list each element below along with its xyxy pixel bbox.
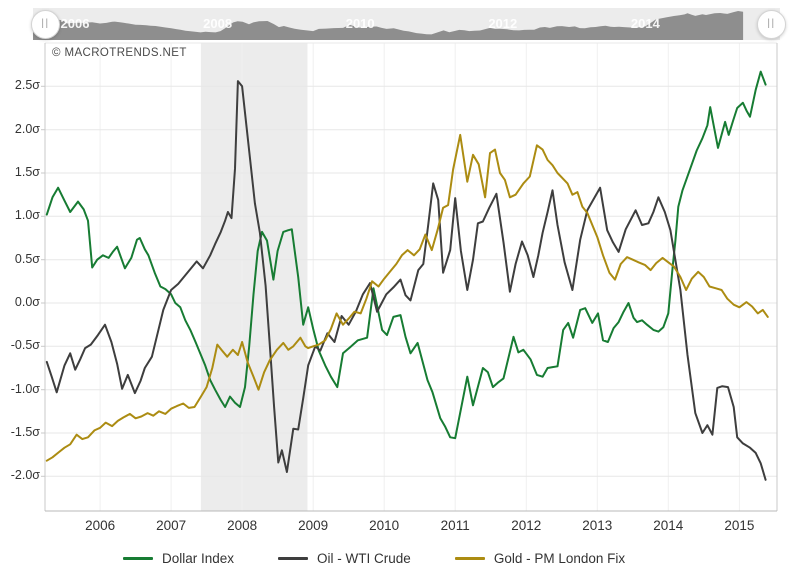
legend-item-dollar-index[interactable]: Dollar Index	[123, 551, 234, 566]
x-axis-tick-label: 2008	[227, 518, 258, 533]
series-line-gold-pm-london-fix	[45, 133, 769, 462]
y-axis-tick-label: -2.0σ	[10, 468, 40, 483]
x-axis-tick-label: 2007	[156, 518, 187, 533]
y-axis-tick-label: 1.0σ	[14, 208, 40, 223]
y-axis-tick-label: 2.5σ	[14, 78, 40, 93]
y-axis-tick-label: 1.5σ	[14, 165, 40, 179]
legend-line-swatch	[454, 557, 485, 560]
grip-icon: ||	[767, 17, 776, 29]
legend-item-oil-wti-crude[interactable]: Oil - WTI Crude	[278, 551, 411, 566]
x-axis-tick-label: 2011	[440, 518, 470, 533]
x-axis-tick-label: 2014	[653, 518, 684, 533]
y-axis-tick-label: -1.5σ	[10, 425, 40, 439]
navigator-area[interactable]	[33, 11, 744, 40]
legend-label: Gold - PM London Fix	[493, 551, 626, 566]
x-axis-tick-label: 2006	[85, 518, 116, 533]
x-axis-tick-label: 2012	[511, 518, 542, 533]
y-axis-tick-label: 0.5σ	[14, 251, 40, 266]
y-axis-tick-label: 2.0σ	[14, 121, 40, 136]
legend-line-swatch	[123, 557, 153, 560]
y-axis-tick-label: 0.0σ	[14, 295, 40, 309]
x-axis-tick-label: 2010	[369, 518, 400, 533]
watermark: © MACROTRENDS.NET	[52, 47, 187, 59]
navigator-left-handle[interactable]: ||	[31, 10, 60, 39]
navigator-area-chart[interactable]	[33, 8, 780, 40]
grip-icon: ||	[41, 17, 50, 29]
legend-line-swatch	[278, 557, 309, 560]
legend: Dollar Index Oil - WTI Crude Gold - PM Lon…	[123, 551, 625, 566]
legend-label: Oil - WTI Crude	[317, 551, 411, 566]
legend-label: Dollar Index	[162, 551, 235, 566]
legend-item-gold-pm-london-fix[interactable]: Gold - PM London Fix	[454, 551, 626, 566]
x-axis-tick-label: 2009	[298, 518, 329, 533]
y-axis-tick-label: -1.0σ	[10, 381, 40, 396]
x-axis-tick-label: 2013	[582, 518, 613, 533]
series-line-dollar-index	[45, 70, 767, 440]
y-axis-tick-label: -0.5σ	[10, 338, 40, 353]
series-line-oil-wti-crude	[45, 80, 767, 481]
navigator-right-handle[interactable]: ||	[757, 10, 786, 39]
x-axis-tick-label: 2015	[724, 518, 755, 533]
